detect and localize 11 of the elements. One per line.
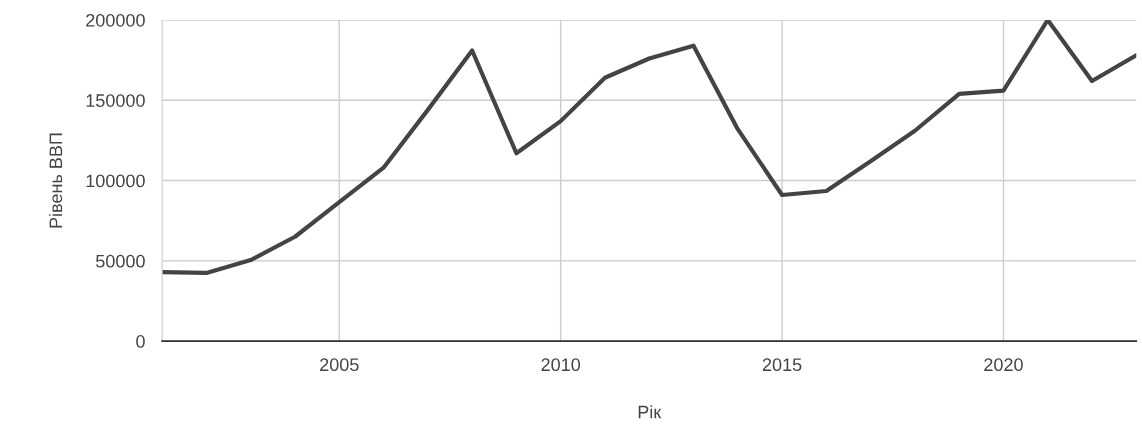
y-tick-label: 0 (136, 335, 145, 348)
y-axis-title: Рівень ВВП (48, 133, 63, 228)
x-tick-label: 2010 (541, 358, 581, 372)
x-tick-label: 2020 (984, 358, 1023, 372)
y-tick-label: 50000 (96, 254, 145, 268)
y-tick-label: 150000 (86, 94, 145, 107)
x-axis-title: Рік (638, 405, 662, 419)
y-tick-label: 200000 (86, 13, 145, 27)
y-tick-label: 100000 (86, 174, 145, 188)
x-tick-label: 2005 (320, 358, 359, 372)
x-tick-label: 2015 (762, 358, 802, 372)
